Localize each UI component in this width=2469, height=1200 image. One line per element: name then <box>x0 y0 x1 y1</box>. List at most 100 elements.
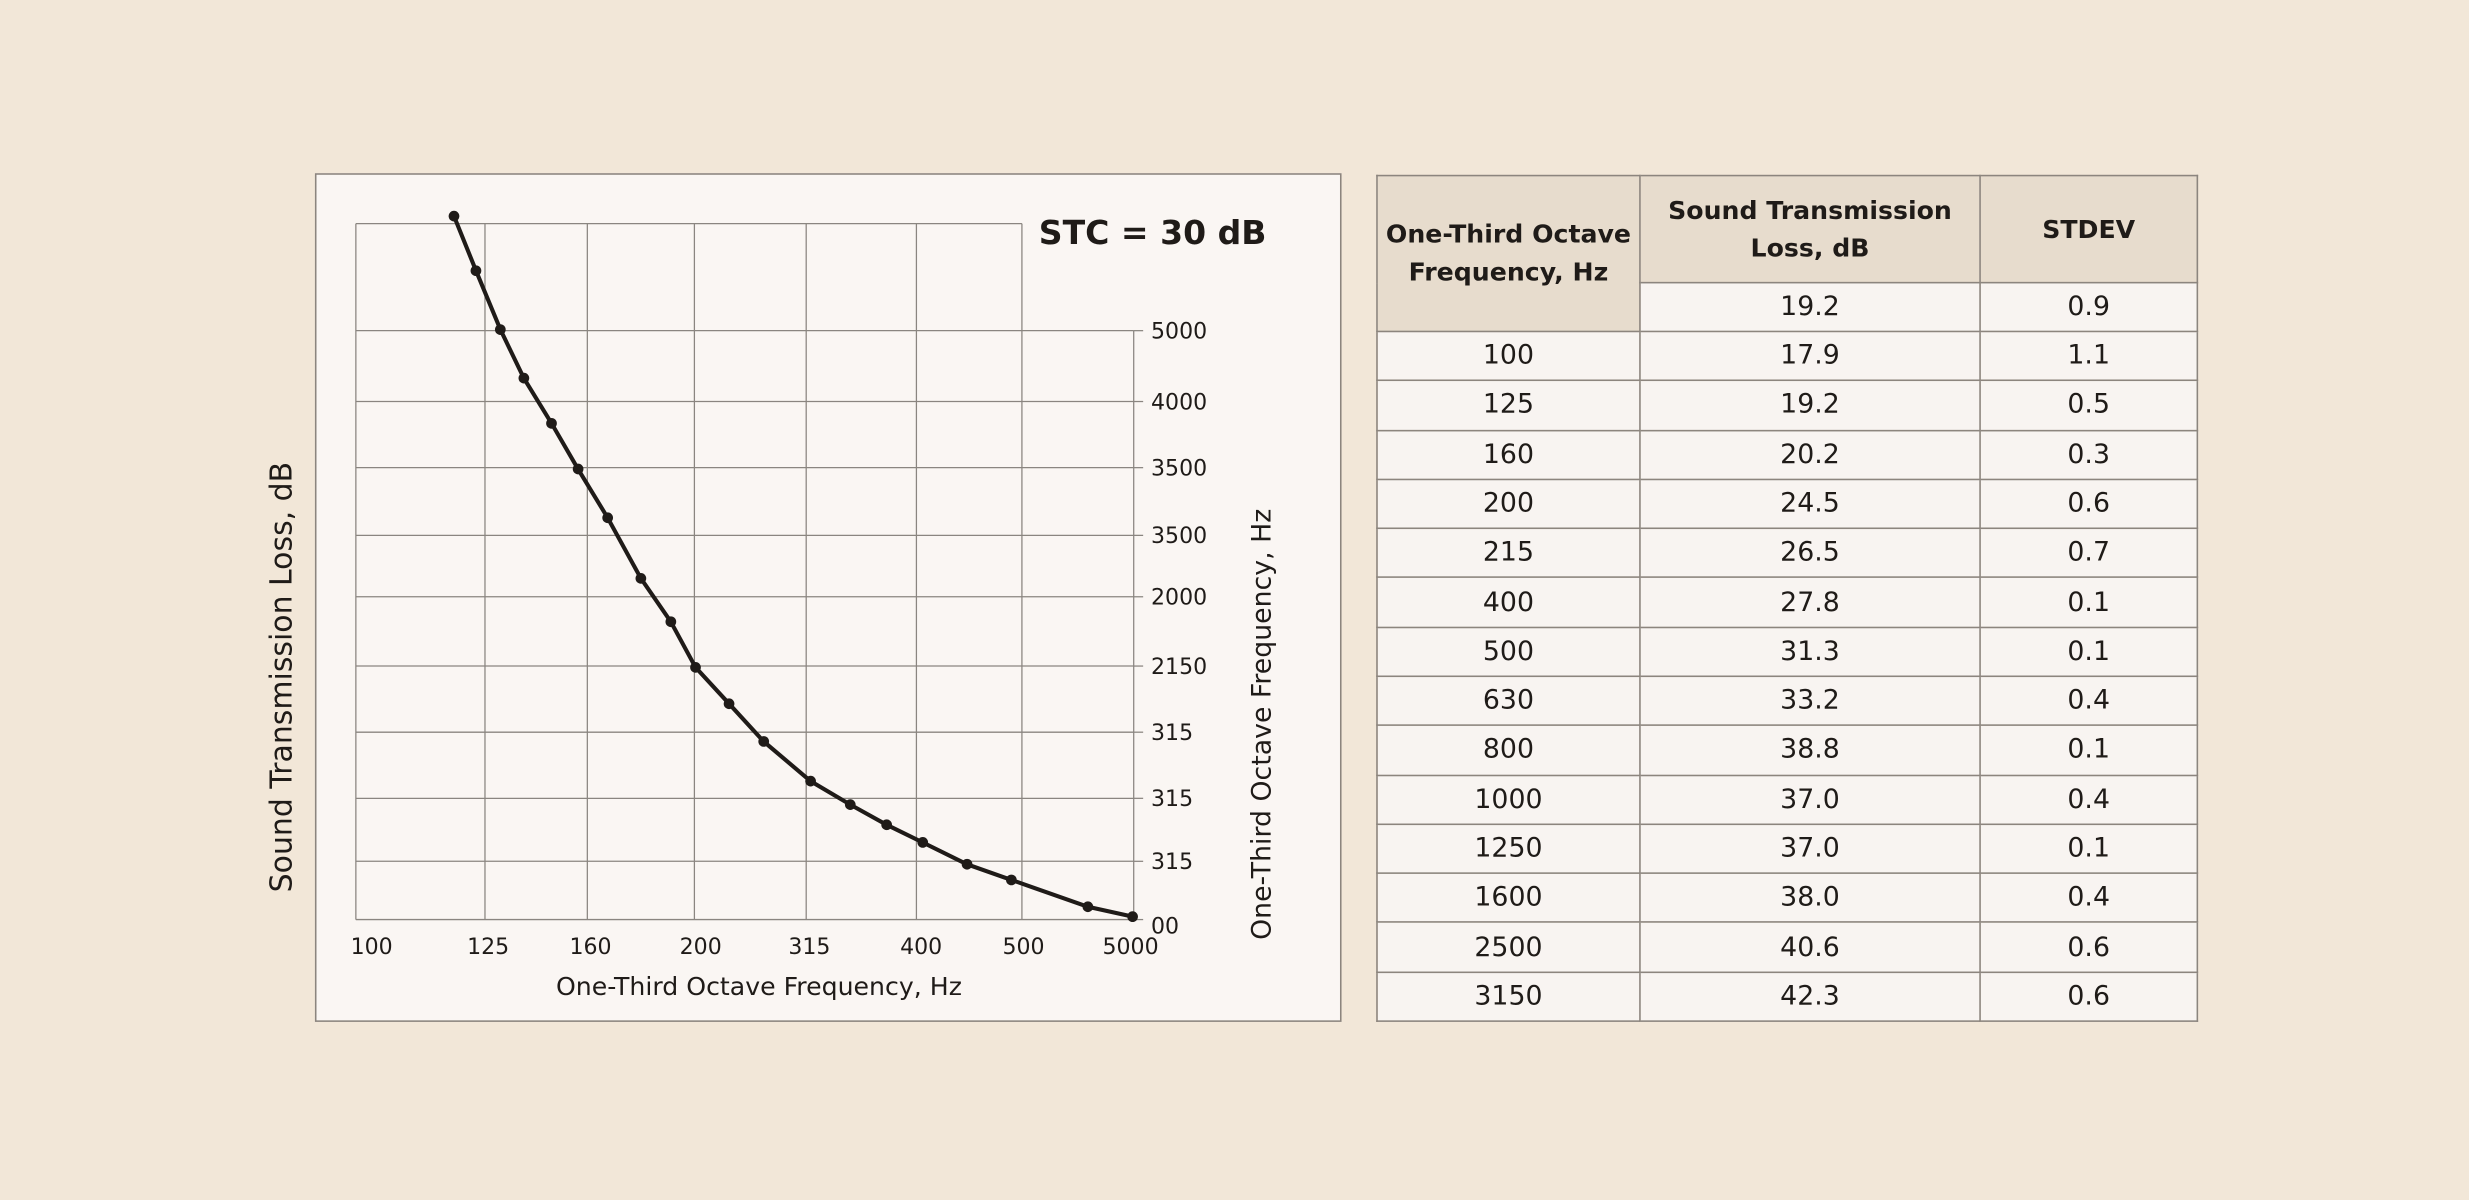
cell-stdev: 0.3 <box>1979 429 2199 481</box>
cell-stl: 38.8 <box>1639 724 1981 776</box>
data-point <box>448 210 460 222</box>
data-point <box>690 662 701 673</box>
x-tick-label: 200 <box>680 935 722 960</box>
cell-stl: 24.5 <box>1639 478 1981 530</box>
cell-stl: 38.0 <box>1639 872 1981 924</box>
table-body: 100 17.9 1.1 125 19.2 0.5 160 20.2 0.3 200 24.5 0.6… <box>1376 330 2199 1022</box>
data-point <box>470 265 482 277</box>
y-tick-label: 315 <box>1151 787 1193 812</box>
cell-frequency: 125 <box>1376 379 1641 431</box>
cell-frequency: 3150 <box>1376 970 1641 1022</box>
cell-stl: 40.6 <box>1639 921 1981 973</box>
data-point <box>572 463 584 475</box>
data-point <box>723 698 735 710</box>
data-points <box>448 210 1138 923</box>
table-row: 800 38.8 0.1 <box>1376 724 2199 776</box>
cell-stdev: 0.4 <box>1979 773 2199 825</box>
data-point <box>494 324 506 335</box>
cell-stdev: 0.1 <box>1979 626 2199 678</box>
x-tick-label: 400 <box>900 935 942 960</box>
y-tick-label: 315 <box>1151 850 1193 875</box>
table-row: 500 31.3 0.1 <box>1376 626 2199 678</box>
table-row: 1000 37.0 0.4 <box>1376 773 2199 825</box>
y-tick-label: 315 <box>1151 721 1193 746</box>
cell-stdev: 0.5 <box>1979 379 2199 431</box>
x-axis-label: One-Third Octave Frequency, Hz <box>556 972 962 1001</box>
table-row: 2500 40.6 0.6 <box>1376 921 2199 973</box>
grid <box>355 222 1144 921</box>
table-row: 125 19.2 0.5 <box>1376 379 2199 431</box>
stl-curve <box>452 215 1134 919</box>
table-row: 215 26.5 0.7 <box>1376 527 2199 579</box>
header-extra-stl: 19.2 <box>1639 281 1981 333</box>
cell-stdev: 0.1 <box>1979 576 2199 628</box>
y-tick-label: 2150 <box>1151 655 1207 680</box>
x-tick-label: 315 <box>788 935 830 960</box>
cell-stdev: 0.4 <box>1979 872 2199 924</box>
cell-frequency: 1250 <box>1376 823 1641 875</box>
cell-stl: 42.3 <box>1639 970 1981 1022</box>
y-tick-label: 5000 <box>1151 320 1207 345</box>
table-row: 100 17.9 1.1 <box>1376 330 2199 382</box>
cell-stdev: 0.1 <box>1979 724 2199 776</box>
cell-frequency: 500 <box>1376 626 1641 678</box>
data-point <box>1082 901 1094 913</box>
cell-stdev: 0.6 <box>1979 921 2199 973</box>
cell-stl: 27.8 <box>1639 576 1981 628</box>
table-row: 400 27.8 0.1 <box>1376 576 2199 628</box>
cell-stdev: 0.6 <box>1979 970 2199 1022</box>
y-tick-label: 4000 <box>1151 390 1207 415</box>
data-point <box>917 837 929 848</box>
data-point <box>518 372 530 384</box>
data-point <box>961 858 973 870</box>
x-tick-label: 100 <box>351 935 393 960</box>
data-point <box>805 775 816 787</box>
data-point <box>1127 911 1138 923</box>
cell-stdev: 0.4 <box>1979 675 2199 727</box>
table-row: 1250 37.0 0.1 <box>1376 823 2199 875</box>
cell-stl: 37.0 <box>1639 823 1981 875</box>
y-axis-label-left: Sound Transmission Loss, dB <box>264 462 299 893</box>
y-axis-label-right: One-Third Octave Frequency, Hz <box>1247 509 1278 940</box>
data-point <box>602 512 614 524</box>
data-point <box>635 572 647 584</box>
cell-frequency: 800 <box>1376 724 1641 776</box>
table-row: 630 33.2 0.4 <box>1376 675 2199 727</box>
table-row: 3150 42.3 0.6 <box>1376 970 2199 1022</box>
table-row: 160 20.2 0.3 <box>1376 429 2199 481</box>
cell-frequency: 1600 <box>1376 872 1641 924</box>
cell-stl: 33.2 <box>1639 675 1981 727</box>
x-tick-label: 125 <box>467 935 509 960</box>
cell-stl: 26.5 <box>1639 527 1981 579</box>
cell-stl: 19.2 <box>1639 379 1981 431</box>
cell-frequency: 400 <box>1376 576 1641 628</box>
y-tick-label: 00 <box>1151 915 1179 940</box>
stl-table: One-Third Octave Frequency, Hz Sound Tra… <box>1376 174 2199 1022</box>
data-point <box>881 819 893 831</box>
x-tick-labels: 100 125 160 200 315 400 500 5000 <box>351 935 1159 960</box>
x-tick-label: 160 <box>569 935 611 960</box>
cell-frequency: 2500 <box>1376 921 1641 973</box>
stc-annotation: STC = 30 dB <box>1039 213 1267 252</box>
cell-stl: 37.0 <box>1639 773 1981 825</box>
cell-frequency: 200 <box>1376 478 1641 530</box>
x-tick-label: 500 <box>1002 935 1044 960</box>
y-tick-label: 2000 <box>1151 586 1207 611</box>
cell-frequency: 160 <box>1376 429 1641 481</box>
cell-stl: 17.9 <box>1639 330 1981 382</box>
cell-stdev: 0.6 <box>1979 478 2199 530</box>
header-stl: Sound Transmission Loss, dB <box>1639 174 1981 284</box>
table-row: 200 24.5 0.6 <box>1376 478 2199 530</box>
header-frequency: One-Third Octave Frequency, Hz <box>1376 174 1641 333</box>
cell-stdev: 0.7 <box>1979 527 2199 579</box>
table-row: 1600 38.0 0.4 <box>1376 872 2199 924</box>
cell-stdev: 0.1 <box>1979 823 2199 875</box>
data-point <box>665 616 677 628</box>
y-tick-labels-right: 00 315 315 315 2150 2000 3500 3500 4000 5000 <box>1151 320 1207 940</box>
chart-panel <box>314 173 1342 1022</box>
header-extra-stdev: 0.9 <box>1979 281 2199 333</box>
data-point <box>546 417 557 429</box>
y-tick-label: 3500 <box>1151 524 1207 549</box>
data-point <box>758 736 770 747</box>
